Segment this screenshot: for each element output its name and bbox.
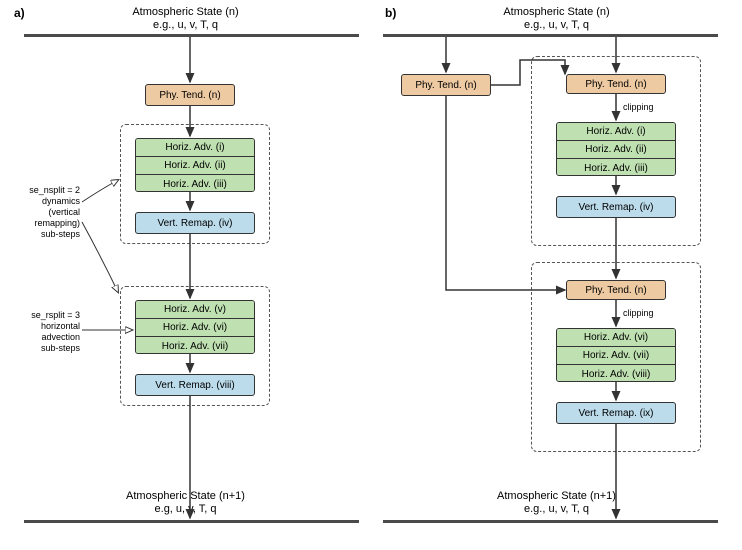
a-group1-adv-stack: Horiz. Adv. (i) Horiz. Adv. (ii) Horiz. … <box>135 138 255 192</box>
b-top-state-l2: e.g., u, v, T, q <box>371 19 742 32</box>
b-g2-clip: clipping <box>623 308 654 318</box>
a-top-state-l1: Atmospheric State (n) <box>0 6 371 19</box>
b-g1-adv-stack: Horiz. Adv. (i) Horiz. Adv. (ii) Horiz. … <box>556 122 676 176</box>
a-g1-adv3: Horiz. Adv. (iii) <box>136 175 254 192</box>
b-top-state-l1: Atmospheric State (n) <box>371 6 742 19</box>
panel-b: b) Atmospheric State (n) e.g., u, v, T, … <box>371 0 742 550</box>
b-g2-adv-stack: Horiz. Adv. (vi) Horiz. Adv. (vii) Horiz… <box>556 328 676 382</box>
panel-a: a) Atmospheric State (n) e.g., u, v, T, … <box>0 0 371 550</box>
b-bottom-state-l2: e.g., u, v, T, q <box>371 503 742 516</box>
b-g1-adv1: Horiz. Adv. (i) <box>557 123 675 141</box>
b-g1-remap: Vert. Remap. (iv) <box>556 196 676 218</box>
a-bottom-state: Atmospheric State (n+1) e.g, u, v, T, q <box>0 490 371 516</box>
b-bottom-rule <box>383 520 718 523</box>
a-bottom-rule <box>24 520 359 523</box>
a-g1-adv1: Horiz. Adv. (i) <box>136 139 254 157</box>
b-top-rule <box>383 34 718 37</box>
a-top-state-l2: e.g., u, v, T, q <box>0 19 371 32</box>
b-g1-adv2: Horiz. Adv. (ii) <box>557 141 675 159</box>
b-bottom-state: Atmospheric State (n+1) e.g., u, v, T, q <box>371 490 742 516</box>
a-group2-remap: Vert. Remap. (viii) <box>135 374 255 396</box>
a-side-label-1: se_nsplit = 2 dynamics (vertical remappi… <box>10 185 80 240</box>
b-g1-clip: clipping <box>623 102 654 112</box>
a-top-rule <box>24 34 359 37</box>
a-bottom-state-l1: Atmospheric State (n+1) <box>0 490 371 503</box>
a-phy-tend-box: Phy. Tend. (n) <box>145 84 235 106</box>
a-group1-remap: Vert. Remap. (iv) <box>135 212 255 234</box>
b-bottom-state-l1: Atmospheric State (n+1) <box>371 490 742 503</box>
b-g2-remap: Vert. Remap. (ix) <box>556 402 676 424</box>
b-g2-phy: Phy. Tend. (n) <box>566 280 666 300</box>
a-side-label-2-text: se_rsplit = 3 horizontal advection sub-s… <box>31 310 80 353</box>
b-g2-adv2: Horiz. Adv. (vii) <box>557 347 675 365</box>
b-g1-phy: Phy. Tend. (n) <box>566 74 666 94</box>
a-side-label-2: se_rsplit = 3 horizontal advection sub-s… <box>10 310 80 354</box>
a-g1-adv2: Horiz. Adv. (ii) <box>136 157 254 175</box>
a-bottom-state-l2: e.g, u, v, T, q <box>0 503 371 516</box>
a-g2-adv2: Horiz. Adv. (vi) <box>136 319 254 337</box>
b-top-state: Atmospheric State (n) e.g., u, v, T, q <box>371 6 742 32</box>
b-phy-outer: Phy. Tend. (n) <box>401 74 491 96</box>
b-g1-adv3: Horiz. Adv. (iii) <box>557 159 675 176</box>
a-side-label-1-text: se_nsplit = 2 dynamics (vertical remappi… <box>29 185 80 239</box>
b-g2-adv1: Horiz. Adv. (vi) <box>557 329 675 347</box>
b-g2-adv3: Horiz. Adv. (viii) <box>557 365 675 382</box>
a-g2-adv3: Horiz. Adv. (vii) <box>136 337 254 354</box>
a-top-state: Atmospheric State (n) e.g., u, v, T, q <box>0 6 371 32</box>
a-g2-adv1: Horiz. Adv. (v) <box>136 301 254 319</box>
a-group2-adv-stack: Horiz. Adv. (v) Horiz. Adv. (vi) Horiz. … <box>135 300 255 354</box>
